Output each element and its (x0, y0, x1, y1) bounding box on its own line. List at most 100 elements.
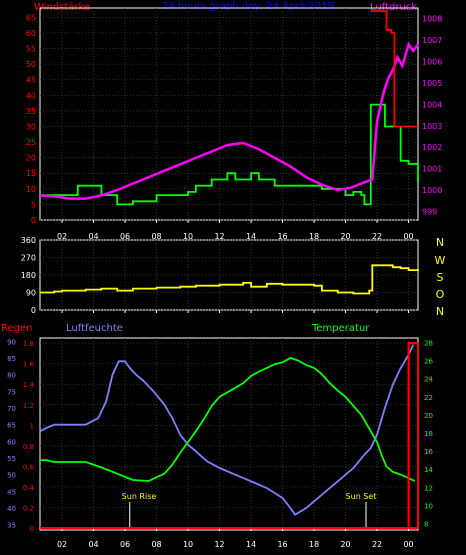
temperature-tick-label: 14 (424, 466, 433, 474)
humidity-tick-label: 35 (7, 522, 16, 530)
weather-plot: 0 0.2 0.4 0.6 0.8 1 1.2 1.4 1.6 1.8 35 40 45 50 55 60 65… (7, 338, 433, 549)
x-tick-label: 16 (277, 540, 287, 549)
x-tick-label: 08 (151, 540, 161, 549)
temperature-tick-label: 8 (424, 520, 428, 528)
x-tick-label: 10 (183, 232, 193, 241)
humidity-tick-label: 55 (7, 455, 16, 463)
humidity-tick-label: 45 (7, 488, 16, 496)
wind-tick-label: 55 (26, 45, 36, 54)
temperature-tick-label: 16 (424, 448, 433, 456)
compass-label-o: O (436, 288, 445, 301)
rain-tick-label: 1 (30, 422, 34, 430)
direction-tick-label: 90 (26, 289, 36, 298)
pressure-tick-label: 999 (422, 207, 437, 216)
pressure-tick-label: 1002 (422, 143, 442, 152)
humidity-tick-label: 60 (7, 438, 16, 446)
x-tick-label: 14 (246, 540, 256, 549)
humidity-tick-label: 90 (7, 338, 16, 346)
humidity-tick-label: 40 (7, 505, 16, 513)
direction-tick-label: 360 (21, 236, 36, 245)
compass-label-n2: N (436, 305, 444, 318)
pressure-tick-label: 1003 (422, 122, 442, 131)
wind-speed-line (40, 103, 419, 206)
wind-tick-label: 40 (26, 91, 36, 100)
x-tick-label: 12 (214, 540, 224, 549)
rain-tick-label: 1.4 (23, 381, 35, 389)
wind-direction-plot: 0 90 180 270 360 (21, 236, 419, 315)
rain-tick-label: 0.6 (23, 463, 35, 471)
x-tick-label: 06 (120, 232, 130, 241)
sunset-label: Sun Set (346, 492, 377, 501)
humidity-tick-label: 65 (7, 422, 16, 430)
wind-tick-label: 60 (26, 29, 36, 38)
wind-tick-label: 45 (26, 76, 36, 85)
temperature-tick-label: 28 (424, 340, 433, 348)
rain-tick-label: 1.6 (23, 361, 35, 369)
x-tick-label: 18 (309, 232, 319, 241)
grid-lines (40, 8, 418, 529)
x-tick-label: 16 (277, 232, 287, 241)
weather-panel-frame (39, 337, 419, 531)
temperature-line (40, 356, 416, 482)
pressure-tick-label: 1005 (422, 79, 442, 88)
rain-tick-label: 0.4 (23, 484, 35, 492)
temperature-axis-title: Temperatur (311, 323, 370, 334)
x-tick-label: 04 (88, 540, 98, 549)
compass-label-w: W (435, 254, 446, 267)
rain-tick-label: 1.2 (23, 402, 34, 410)
wind-tick-label: 15 (26, 169, 36, 178)
x-tick-label: 06 (120, 540, 130, 549)
wind-tick-label: 25 (26, 138, 36, 147)
x-tick-label: 20 (340, 232, 350, 241)
wind-pressure-panel-frame (39, 7, 419, 221)
wind-tick-label: 35 (26, 107, 36, 116)
x-tick-label: 02 (57, 232, 67, 241)
humidity-tick-label: 75 (7, 388, 16, 396)
rain-tick-label: 0.2 (23, 504, 34, 512)
chart-title: 24 hours graph day, 24 April 2019 (162, 1, 334, 12)
rain-axis-title: Regen (1, 323, 33, 334)
pressure-tick-label: 1001 (422, 165, 442, 174)
humidity-tick-label: 80 (7, 372, 16, 380)
x-tick-label: 00 (403, 232, 413, 241)
x-tick-label: 08 (151, 232, 161, 241)
x-tick-label: 20 (340, 540, 350, 549)
wind-tick-label: 50 (26, 60, 36, 69)
temperature-tick-label: 12 (424, 484, 433, 492)
pressure-tick-label: 1000 (422, 186, 442, 195)
rain-tick-label: 1.8 (23, 340, 34, 348)
x-tick-label: 12 (214, 232, 224, 241)
direction-tick-label: 180 (21, 271, 36, 280)
wind-tick-label: 0 (31, 216, 36, 225)
x-tick-label: 00 (403, 540, 413, 549)
wind-tick-label: 10 (26, 185, 36, 194)
wind-pressure-plot: 0510152025303540455055606599910001001100… (26, 10, 442, 241)
wind-gust-line (370, 10, 418, 128)
humidity-tick-label: 85 (7, 355, 16, 363)
x-tick-label: 10 (183, 540, 193, 549)
pressure-tick-label: 1008 (422, 15, 442, 24)
humidity-tick-label: 50 (7, 472, 16, 480)
temperature-tick-label: 24 (424, 376, 433, 384)
pressure-tick-label: 1006 (422, 58, 442, 67)
humidity-line (39, 344, 415, 516)
wind-direction-line (40, 264, 419, 295)
pressure-line (39, 41, 420, 200)
temperature-tick-label: 18 (424, 430, 433, 438)
temperature-tick-label: 22 (424, 394, 433, 402)
sunrise-label: Sun Rise (122, 492, 157, 501)
x-tick-label: 14 (246, 232, 256, 241)
wind-tick-label: 30 (26, 122, 36, 131)
direction-tick-label: 270 (21, 254, 36, 263)
humidity-tick-label: 70 (7, 405, 16, 413)
temperature-tick-label: 10 (424, 502, 433, 510)
compass-label-n1: N (436, 236, 444, 249)
temperature-tick-label: 20 (424, 412, 433, 420)
pressure-tick-label: 1007 (422, 36, 442, 45)
pressure-tick-label: 1004 (422, 100, 442, 109)
wind-tick-label: 5 (31, 200, 36, 209)
humidity-axis-title: Luftfeuchte (66, 323, 123, 334)
wind-tick-label: 65 (26, 13, 36, 22)
x-tick-label: 04 (88, 232, 98, 241)
